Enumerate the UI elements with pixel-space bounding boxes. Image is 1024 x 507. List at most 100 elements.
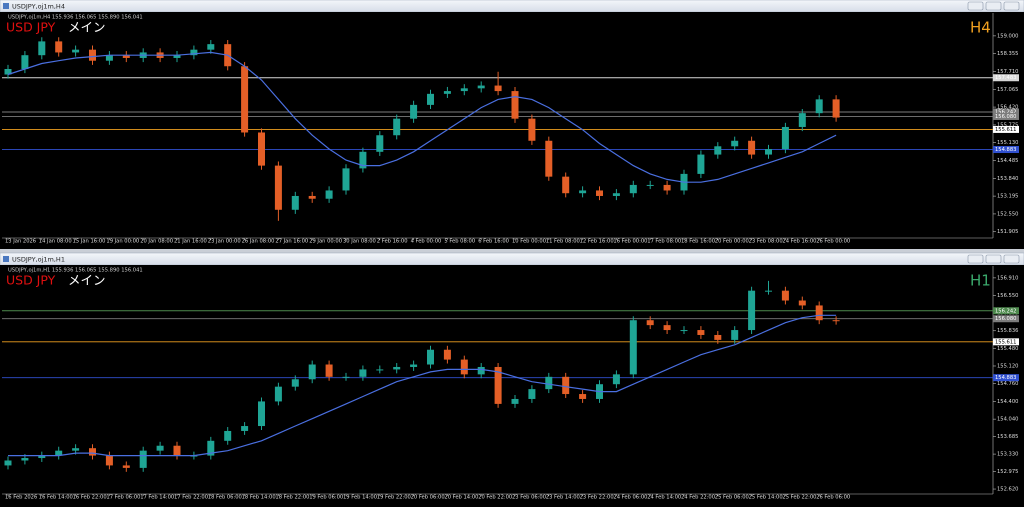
candle-body — [562, 376, 570, 395]
candle-body — [291, 195, 299, 210]
candle-body — [798, 300, 806, 306]
candle-body — [376, 135, 384, 152]
candle-body — [72, 448, 80, 451]
candle-body — [359, 369, 367, 377]
candle-body — [460, 359, 468, 375]
candle-body — [325, 190, 333, 199]
candle-body — [714, 146, 722, 155]
candle-body — [342, 168, 350, 191]
y-tick-label: 151.905 — [997, 229, 1018, 235]
x-tick-label: 13 Jan 2026 — [5, 239, 36, 245]
x-tick-label: 27 Jan 16:00 — [275, 239, 308, 245]
candle-body — [122, 55, 130, 58]
candle-body — [4, 460, 12, 466]
candle-body — [105, 55, 113, 61]
window-icon — [3, 3, 9, 9]
candle-body — [410, 364, 418, 367]
x-tick-label: 17 Feb 08:00 — [647, 239, 681, 245]
candle-body — [325, 364, 333, 377]
x-tick-label: 17 Feb 06:00 — [106, 495, 140, 501]
maximize-button[interactable] — [985, 1, 1002, 11]
candle-body — [55, 41, 63, 53]
y-tick-label: 155.480 — [997, 346, 1018, 352]
candle-body — [139, 450, 147, 468]
level-tag — [993, 112, 1019, 120]
x-tick-label: 25 Feb 06:00 — [715, 495, 749, 501]
candle-body — [528, 389, 536, 399]
candle-body — [612, 193, 620, 196]
candle-body — [798, 113, 806, 127]
x-tick-label: 18 Feb 14:00 — [242, 495, 276, 501]
x-tick-label: 24 Feb 22:00 — [681, 495, 715, 501]
level-tag — [993, 374, 1019, 382]
candle-body — [579, 394, 587, 399]
candle-body — [190, 49, 198, 56]
candle-body — [815, 305, 823, 321]
minimize-button[interactable] — [967, 254, 984, 264]
candle-body — [427, 349, 434, 365]
candle-body — [680, 330, 688, 332]
candle-body — [4, 68, 12, 75]
window-icon — [3, 256, 9, 262]
level-tag-label: 155.611 — [995, 127, 1016, 133]
x-tick-label: 6 Feb 16:00 — [478, 239, 509, 245]
candle-body — [646, 184, 654, 186]
level-tag — [993, 108, 1019, 116]
candle-body — [224, 430, 232, 441]
candle-body — [207, 440, 215, 456]
candle-body — [89, 49, 96, 61]
timeframe-label: H1 — [970, 272, 991, 290]
candle-body — [545, 140, 553, 177]
x-tick-label: 16 Feb 2026 — [5, 495, 37, 501]
maximize-button[interactable] — [985, 254, 1002, 264]
candle-body — [38, 41, 46, 56]
candle-body — [562, 176, 570, 194]
x-tick-label: 23 Jan 00:00 — [208, 239, 241, 245]
x-tick-label: 17 Feb 14:00 — [140, 495, 174, 501]
y-tick-label: 154.760 — [997, 381, 1018, 387]
y-tick-label: 156.550 — [997, 293, 1018, 299]
y-tick-label: 155.775 — [997, 122, 1018, 128]
x-tick-label: 12 Feb 16:00 — [580, 239, 614, 245]
chart-label: メイン — [68, 20, 106, 35]
x-tick-label: 10 Feb 00:00 — [512, 239, 546, 245]
y-tick-label: 155.130 — [997, 140, 1018, 146]
minimize-button[interactable] — [967, 1, 984, 11]
timeframe-label: H4 — [970, 19, 991, 37]
x-tick-label: 19 Feb 06:00 — [309, 495, 343, 501]
y-tick-label: 158.355 — [997, 51, 1018, 57]
window-title: USDJPY,oj1m,H4 — [12, 3, 65, 11]
candle-body — [832, 99, 840, 118]
candle-body — [258, 132, 265, 166]
x-tick-label: 15 Jan 16:00 — [73, 239, 106, 245]
candle-body — [460, 88, 468, 92]
x-tick-label: 11 Feb 08:00 — [546, 239, 580, 245]
x-tick-label: 16 Feb 00:00 — [613, 239, 647, 245]
y-tick-label: 155.836 — [997, 328, 1018, 334]
chart-info: USDJPY,oj1m,H1 155.936 156.065 155.890 1… — [8, 268, 143, 274]
candle-body — [612, 374, 620, 385]
x-tick-label: 19 Feb 22:00 — [377, 495, 411, 501]
level-tag — [993, 74, 1019, 82]
y-tick-label: 155.120 — [997, 363, 1018, 369]
candle-body — [731, 140, 739, 147]
candle-body — [38, 455, 46, 459]
candle-body — [207, 44, 215, 50]
level-tag — [993, 146, 1019, 154]
x-tick-label: 21 Jan 16:00 — [174, 239, 207, 245]
y-tick-label: 153.330 — [997, 452, 1018, 458]
x-tick-label: 4 Feb 00:00 — [411, 239, 442, 245]
candle-body — [748, 140, 756, 155]
close-button[interactable] — [1003, 254, 1020, 264]
x-tick-label: 18 Feb 16:00 — [681, 239, 715, 245]
candle-body — [443, 349, 451, 360]
chart-label: メイン — [68, 273, 106, 288]
candle-body — [579, 190, 587, 194]
close-button[interactable] — [1003, 1, 1020, 11]
window-title: USDJPY,oj1m,H1 — [12, 256, 65, 264]
x-tick-label: 24 Feb 06:00 — [613, 495, 647, 501]
x-tick-label: 23 Feb 14:00 — [546, 495, 580, 501]
title-bar — [0, 252, 1024, 266]
